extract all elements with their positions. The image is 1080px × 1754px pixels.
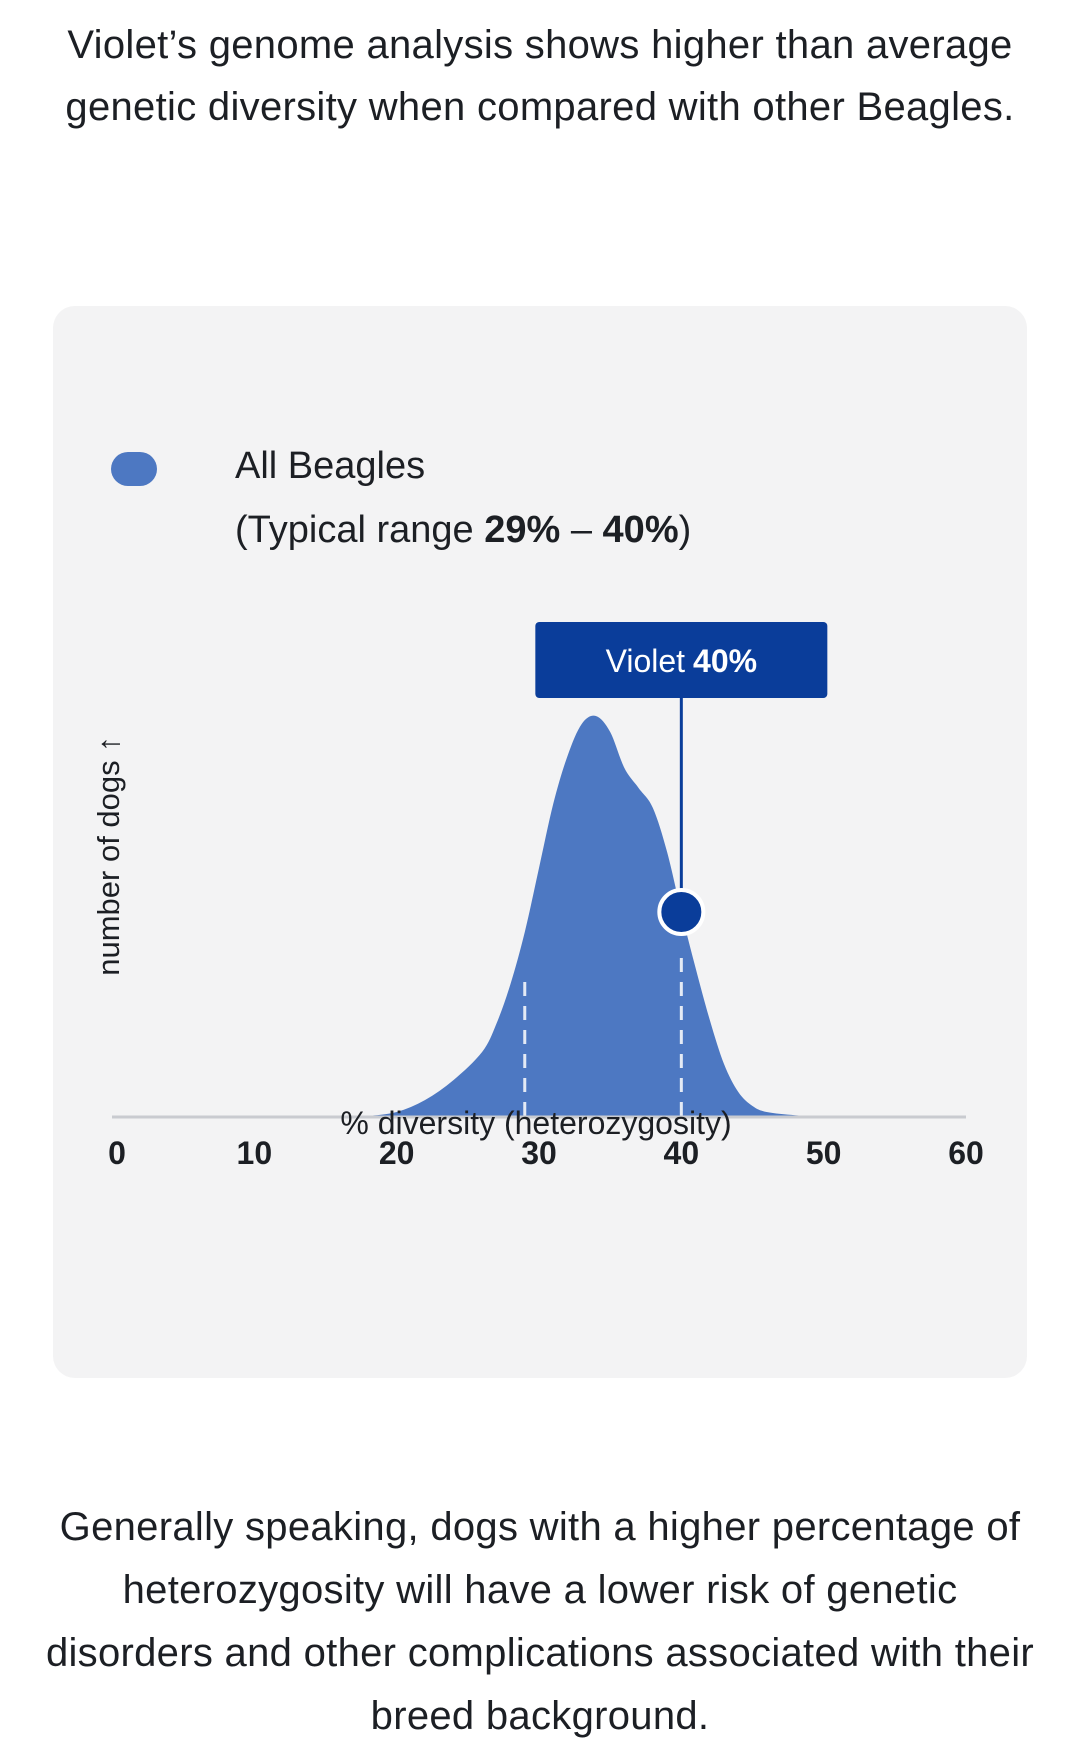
legend-range-high: 40% (602, 509, 679, 551)
x-tick-label: 50 (806, 1135, 842, 1171)
x-tick-label: 40 (664, 1135, 700, 1171)
legend-label: All Beagles (235, 445, 426, 487)
legend-swatch (111, 452, 157, 486)
x-tick-label: 0 (108, 1135, 126, 1171)
intro-text: Violet’s genome analysis shows higher th… (65, 23, 1015, 129)
x-tick-label: 30 (521, 1135, 557, 1171)
legend-range-suffix: ) (678, 509, 692, 551)
legend-typical-range: (Typical range 29% – 40%) (235, 498, 691, 562)
highlight-name: Violet (606, 643, 686, 679)
x-tick-label: 20 (379, 1135, 415, 1171)
highlight-callout-text: Violet 40% (606, 643, 758, 679)
outro-text: Generally speaking, dogs with a higher p… (45, 1505, 1035, 1738)
legend-range-separator: – (560, 509, 603, 551)
highlight-callout (535, 622, 828, 698)
diversity-chart: 0 10 20 30 40 50 60 % diversity (heterozygosit… (91, 622, 984, 1171)
x-tick-label: 60 (948, 1135, 984, 1171)
highlight-dot (657, 888, 706, 936)
y-axis-label: number of dogs ↑ (91, 736, 126, 976)
x-axis-ticks: 0 10 20 30 40 50 60 (108, 1135, 984, 1171)
x-tick-label: 10 (237, 1135, 273, 1171)
highlight-value: 40% (693, 643, 757, 679)
legend-range-low: 29% (484, 509, 561, 551)
chart-card: 0 10 20 30 40 50 60 % diversity (heterozygosit… (53, 306, 1027, 1378)
distribution-area (368, 715, 824, 1116)
legend-range-prefix: (Typical range (235, 509, 485, 551)
typical-range-lines (523, 952, 683, 1116)
x-axis-label: % diversity (heterozygosity) (340, 1105, 731, 1141)
